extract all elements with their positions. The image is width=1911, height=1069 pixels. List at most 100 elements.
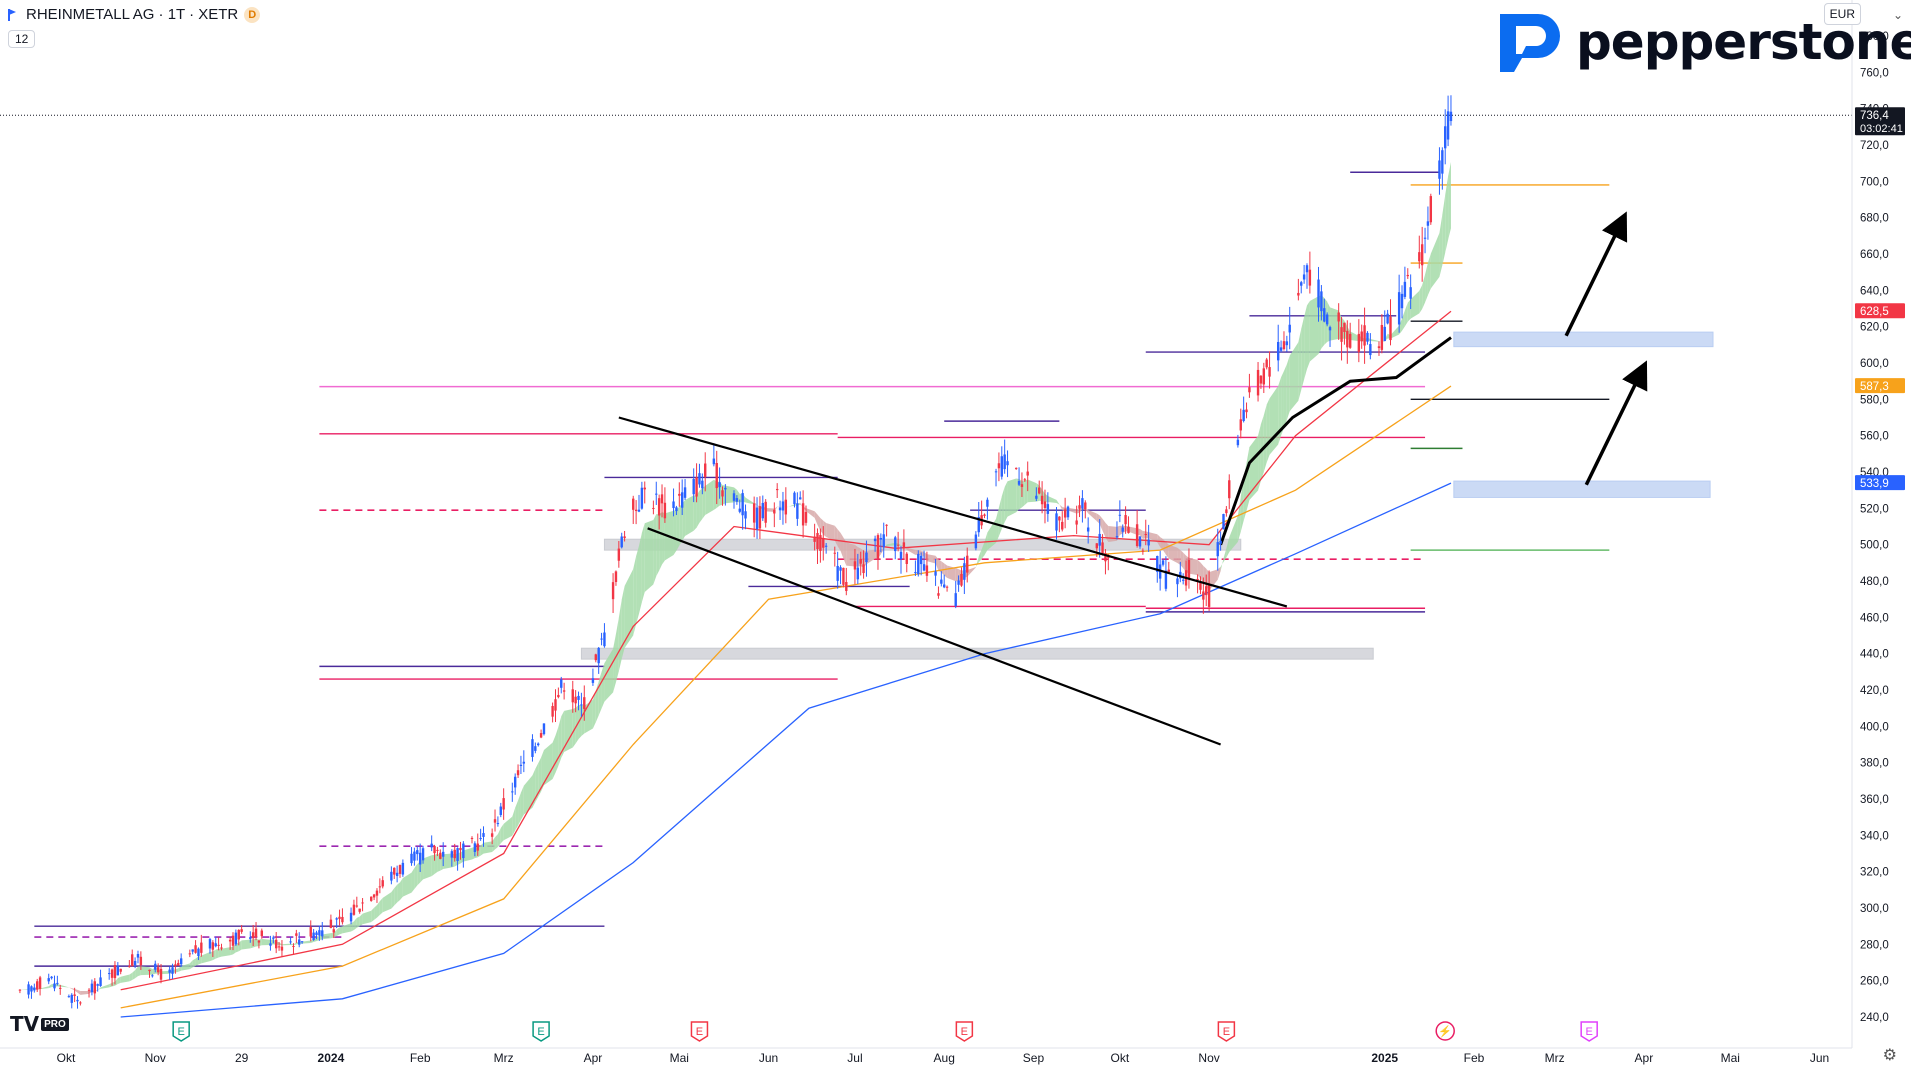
ema-ribbon-segment (679, 503, 683, 546)
candle-body (1058, 516, 1061, 521)
pepperstone-mark-icon (1500, 14, 1560, 72)
price-label-text: 587,3 (1860, 381, 1889, 393)
ema-ribbon-segment (1177, 547, 1181, 565)
candle-body (1383, 326, 1386, 342)
earnings-event-icon: ⚡ (1435, 1021, 1455, 1041)
ema-ribbon-segment (523, 775, 533, 815)
ema-ribbon-segment (1442, 194, 1446, 266)
candle-body (476, 843, 479, 851)
ema-ribbon-segment (944, 563, 948, 578)
x-tick-label: Mai (670, 1051, 689, 1065)
price-label-box (1855, 475, 1905, 491)
ema-ribbon-segment (351, 921, 354, 932)
ema-ribbon-segment (552, 735, 556, 780)
candle-body (1038, 487, 1041, 494)
candle-body (309, 927, 312, 937)
ema-ribbon-segment (209, 951, 213, 962)
price-label-box (1855, 378, 1905, 394)
candle-body (752, 503, 756, 523)
ema-ribbon-segment (1096, 513, 1100, 524)
ema-ribbon-segment (543, 742, 553, 786)
candle-body (237, 929, 240, 940)
candle-body (934, 571, 937, 576)
candle-body (1222, 514, 1225, 530)
symbol-header[interactable]: RHEINMETALL AG · 1T · XETR D (6, 6, 261, 23)
candle-body (107, 973, 111, 975)
ema-ribbon-segment (1024, 479, 1028, 505)
y-tick-label: 680,0 (1860, 213, 1889, 225)
candle-body (1357, 333, 1361, 352)
candle-body (254, 928, 258, 938)
ema-ribbon-segment (215, 948, 219, 959)
candle-body (473, 843, 477, 852)
interval-selector[interactable]: 12 (8, 30, 36, 48)
ema-ribbon-segment (1085, 508, 1089, 514)
ema-ribbon-segment (924, 551, 927, 562)
candle-body (298, 939, 301, 945)
ema-ribbon-segment (1249, 435, 1259, 501)
candle-body (59, 987, 62, 989)
pro-badge: PRO (41, 1017, 69, 1031)
candle-body (1003, 454, 1006, 470)
ema-ribbon-segment (261, 938, 271, 946)
candle-body (764, 501, 767, 523)
candle-body (211, 942, 215, 950)
y-tick-label: 460,0 (1860, 612, 1889, 624)
currency-selector[interactable]: EUR (1823, 3, 1861, 25)
candle-body (133, 960, 137, 966)
candle-body (441, 851, 445, 857)
candle-body (623, 536, 626, 539)
candle-body (33, 987, 36, 991)
candle-body (522, 761, 526, 764)
ema-ribbon-segment (1237, 496, 1241, 542)
candle-body (1207, 583, 1211, 607)
x-axis[interactable]: Okt Nov 29 2024 Feb Mrz Apr Mai Jun Jul Aug Sep Okt N… (0, 1047, 1852, 1065)
ema-ribbon-segment (1390, 325, 1400, 339)
ema-ribbon-segment (57, 983, 61, 987)
candle-body (148, 969, 151, 972)
ema-ribbon-segment (535, 763, 539, 803)
candle-body (234, 932, 238, 945)
chevron-down-icon[interactable]: ⌄ (1892, 8, 1903, 22)
candle-body (47, 978, 50, 982)
ema-ribbon-segment (955, 567, 959, 582)
ema-ribbon-segment (1160, 537, 1164, 551)
ema-ribbon-segment (515, 800, 519, 831)
ema-ribbon-segment (1076, 509, 1080, 514)
candle-body (882, 534, 885, 548)
candle-body (1040, 495, 1044, 505)
candle-body (421, 848, 425, 861)
ema-ribbon-segment (192, 958, 196, 968)
ema-ribbon-segment (1301, 316, 1305, 390)
ema-ribbon-segment (685, 495, 694, 536)
earnings-event-icon: E (172, 1021, 190, 1042)
candle-body (620, 536, 623, 548)
candle-body (1420, 244, 1424, 266)
y-axis[interactable]: 240,0 260,0 280,0 300,0 320,0 340,0 360,0 380,0… (1851, 0, 1905, 1048)
candle-body (856, 567, 860, 580)
ema-ribbon-segment (1099, 515, 1103, 531)
ema-ribbon-segment (201, 951, 210, 964)
x-tick-label: Sep (1023, 1051, 1045, 1065)
y-tick-label: 560,0 (1860, 431, 1889, 443)
ema-ribbon-segment (394, 884, 398, 906)
gear-icon[interactable]: ⚙ (1882, 1047, 1897, 1064)
ema-ribbon-segment (253, 938, 257, 948)
y-tick-label: 280,0 (1860, 939, 1889, 951)
earnings-event-icon: E (532, 1021, 550, 1042)
ema-ribbon-segment (77, 989, 81, 995)
zone-box (1453, 480, 1711, 498)
ema-ribbon-segment (1128, 526, 1138, 535)
candle-body (1164, 570, 1168, 589)
candle-body (640, 487, 644, 509)
trendline (618, 416, 1288, 608)
candle-body (922, 564, 926, 571)
moving-average-line (120, 482, 1452, 1018)
ema-ribbon-segment (1044, 493, 1048, 503)
ema-ribbon-segment (417, 861, 421, 886)
candle-body (459, 847, 462, 851)
candle-body (960, 573, 963, 586)
ema-ribbon-segment (613, 634, 616, 693)
candle-body (73, 994, 76, 996)
